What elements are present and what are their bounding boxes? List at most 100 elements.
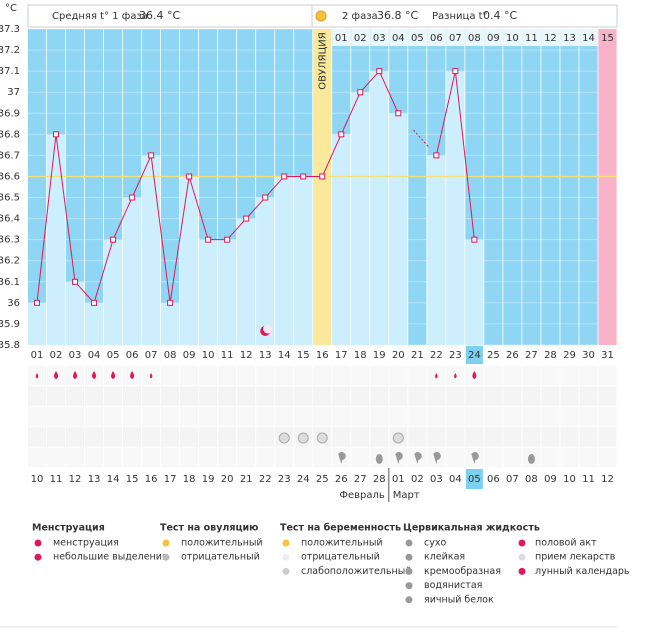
date-label: 06 [487, 474, 500, 485]
date-label: 07 [506, 474, 519, 485]
phase2-cell [446, 29, 465, 46]
day-bar [198, 239, 218, 345]
symbol-cell [161, 386, 180, 406]
x-tick-label: 19 [373, 350, 386, 361]
y-tick-label: 36.3 [0, 235, 20, 246]
x-tick-label: 09 [183, 350, 196, 361]
legend-icon [282, 553, 290, 561]
x-tick-label: 21 [411, 350, 424, 361]
legend-title: Цервикальная жидкость [403, 523, 540, 534]
y-tick-label: 37.3 [0, 24, 20, 35]
temp-point [471, 236, 478, 243]
date-label: 11 [582, 474, 595, 485]
x-tick-label: 04 [88, 350, 101, 361]
cervical-cream-icon [471, 452, 479, 464]
temp-point [319, 173, 326, 180]
x-tick-label: 28 [544, 350, 557, 361]
symbol-cell [294, 406, 313, 427]
symbol-cell [218, 366, 237, 386]
y-tick-label: 37 [7, 87, 20, 98]
temp-point [148, 152, 155, 159]
legend-item: отрицательный [301, 552, 380, 563]
moon-cut [263, 324, 273, 334]
symbol-cell [85, 406, 104, 427]
symbol-cell [28, 386, 47, 406]
symbol-cell [408, 366, 427, 386]
legend-item: небольшие выделения [53, 552, 168, 563]
menstruation-icon [454, 373, 457, 379]
y-tick-label: 36.9 [0, 108, 20, 119]
x-tick-label: 23 [449, 350, 462, 361]
temp-point [205, 236, 212, 243]
date-label: 18 [183, 474, 196, 485]
temp-point [129, 194, 136, 201]
symbol-cell [560, 447, 579, 467]
symbol-cell [199, 447, 218, 467]
symbol-cell [47, 427, 66, 447]
day-bar [217, 239, 237, 345]
legend-item: лунный календарь [535, 566, 630, 577]
y-tick-label: 36.2 [0, 256, 20, 267]
month-label: Февраль [339, 490, 385, 501]
temp-point [224, 236, 231, 243]
ovulation-column [312, 29, 332, 345]
symbol-cell [503, 447, 522, 467]
y-tick-label: 36 [7, 298, 20, 309]
date-label: 22 [259, 474, 272, 485]
symbol-cell [370, 406, 389, 427]
symbol-cell [446, 386, 465, 406]
date-label: 04 [449, 474, 462, 485]
symbol-cell [351, 447, 370, 467]
today-box [465, 346, 483, 364]
symbol-cell [598, 447, 617, 467]
symbol-cell [142, 447, 161, 467]
date-label: 28 [373, 474, 386, 485]
symbol-cell [66, 386, 85, 406]
symbol-cell [541, 406, 560, 427]
symbol-cell [161, 366, 180, 386]
x-tick-label: 26 [506, 350, 519, 361]
date-label: 02 [411, 474, 424, 485]
symbol-cell [142, 427, 161, 447]
symbol-cell [180, 427, 199, 447]
temp-point [395, 110, 402, 117]
symbol-cell [161, 406, 180, 427]
y-tick-label: 36.7 [0, 150, 20, 161]
symbol-cell [256, 427, 275, 447]
today-date-box [465, 469, 483, 489]
day-bar [141, 155, 161, 345]
x-tick-label: 22 [430, 350, 443, 361]
symbol-cell [28, 406, 47, 427]
legend-item: отрицательный [181, 552, 260, 563]
symbol-cell [503, 386, 522, 406]
phase2-cell [332, 29, 351, 46]
diff-value: 0.4 °C [483, 9, 517, 22]
symbol-cell [408, 427, 427, 447]
date-label: 01 [392, 474, 405, 485]
x-tick-label: 17 [335, 350, 348, 361]
x-tick-label: 14 [278, 350, 291, 361]
cervical-cream-icon [395, 452, 403, 464]
symbol-cell [465, 427, 484, 447]
temp-point [72, 278, 79, 285]
phase2-day: 09 [487, 33, 500, 44]
y-tick-label: 37.1 [0, 66, 20, 77]
legend-title: Тест на беременность [280, 523, 401, 534]
legend-icon [405, 553, 413, 561]
symbol-cell [85, 427, 104, 447]
day-bar [350, 92, 370, 345]
symbol-cell [522, 366, 541, 386]
legend-icon [405, 539, 413, 547]
symbol-cell [256, 406, 275, 427]
symbol-cell [503, 366, 522, 386]
temp-point [53, 131, 60, 138]
symbol-cell [123, 427, 142, 447]
date-label: 15 [126, 474, 139, 485]
ovulation-label: ОВУЛЯЦИЯ [317, 32, 328, 90]
cervical-cream-icon [338, 452, 346, 464]
symbol-cell [199, 386, 218, 406]
temp-point [186, 173, 193, 180]
date-label: 13 [88, 474, 101, 485]
symbol-cell [85, 447, 104, 467]
symbol-cell [218, 447, 237, 467]
